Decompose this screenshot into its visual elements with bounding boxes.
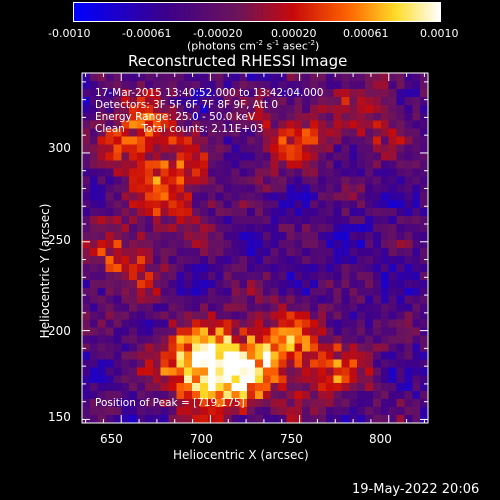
y-axis-label: Heliocentric Y (arcsec) — [38, 203, 52, 339]
plot-frame — [81, 72, 429, 424]
timestamp: 19-May-2022 20:06 — [352, 482, 480, 497]
x-tick-label: 800 — [369, 432, 392, 446]
y-tick-label: 150 — [48, 410, 71, 424]
y-tick-label: 300 — [48, 141, 71, 155]
x-tick-label: 750 — [280, 432, 303, 446]
colorbar — [73, 2, 441, 22]
colorbar-tick-label: 0.00020 — [271, 27, 317, 40]
plot-border — [81, 72, 429, 424]
rhessi-image-map — [82, 73, 428, 423]
colorbar-unit-label: (photons cm-2 s-1 asec-2) — [187, 39, 320, 53]
info-detectors: Detectors: 3F 5F 6F 7F 8F 9F, Att 0 — [95, 99, 279, 111]
info-time-range: 17-Mar-2015 13:40:52.000 to 13:42:04.000 — [95, 87, 324, 99]
y-tick-label: 250 — [48, 233, 71, 247]
peak-position-label: Position of Peak = [719,175] — [95, 397, 245, 409]
colorbar-tick-label: -0.00061 — [122, 27, 172, 40]
x-tick-label: 650 — [100, 432, 123, 446]
axis-ticks — [82, 73, 428, 423]
info-clean-counts: Clean Total counts: 2.11E+03 — [95, 123, 264, 135]
colorbar-tick-label: 0.0010 — [420, 27, 459, 40]
y-tick-label: 200 — [48, 324, 71, 338]
plot-title: Reconstructed RHESSI Image — [128, 52, 348, 70]
colorbar-tick-label: 0.00061 — [343, 27, 389, 40]
info-energy-range: Energy Range: 25.0 - 50.0 keV — [95, 111, 256, 123]
x-tick-label: 700 — [190, 432, 213, 446]
colorbar-tick-label: -0.00020 — [193, 27, 243, 40]
colorbar-gradient — [74, 3, 440, 21]
colorbar-tick-label: -0.0010 — [48, 27, 91, 40]
x-axis-label: Heliocentric X (arcsec) — [173, 448, 309, 462]
